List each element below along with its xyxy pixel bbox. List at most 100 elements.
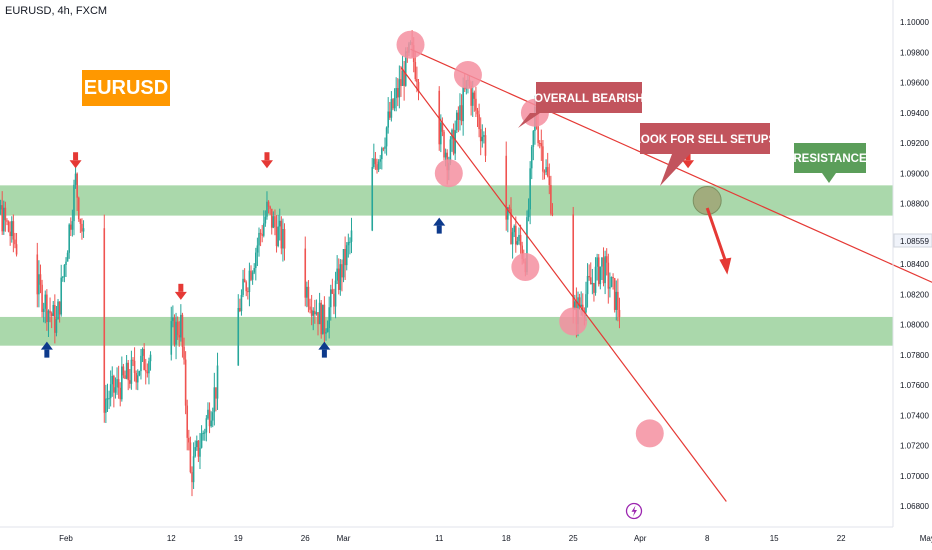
candle-body: [455, 112, 458, 131]
candle-body: [401, 70, 404, 86]
candle-body: [306, 286, 308, 298]
candle-body: [511, 232, 514, 245]
candle-body: [256, 245, 259, 253]
overall-bearish-annotation: OVERALL BEARISH: [518, 82, 644, 128]
candle-body: [589, 277, 592, 285]
candle-body: [266, 201, 268, 217]
candle-body: [460, 105, 463, 122]
candle-body: [596, 257, 598, 267]
y-tick-label: 1.08000: [900, 321, 929, 330]
candle-body: [320, 302, 322, 335]
descending-top-trendline: [410, 48, 932, 283]
y-tick-label: 1.06800: [900, 502, 929, 511]
candle-body: [507, 207, 509, 220]
candle-body: [251, 272, 254, 280]
candle-body: [124, 375, 126, 379]
candle-body: [210, 420, 212, 427]
time-axis[interactable]: Feb 12 19 26 Mar 11 18 25 Apr 8 15 22 May: [0, 526, 932, 543]
candle-body: [385, 127, 388, 147]
candle-body: [382, 148, 385, 150]
candle-body: [379, 159, 382, 162]
candle-body: [462, 87, 464, 122]
candle-body: [283, 229, 286, 249]
lightning-icon[interactable]: [625, 502, 643, 520]
candle-body: [475, 98, 477, 111]
candle-body: [172, 317, 174, 322]
candle-body: [60, 277, 63, 315]
candle-body: [572, 214, 575, 310]
candle-body: [62, 276, 64, 278]
candle-body: [200, 433, 203, 448]
candle-body: [508, 207, 511, 210]
x-tick-label: 15: [770, 534, 779, 543]
candle-body: [135, 372, 137, 383]
candle-body: [133, 360, 136, 373]
candle-body: [350, 230, 353, 242]
candle-body: [309, 306, 311, 310]
candle-body: [318, 302, 321, 325]
candle-body: [540, 143, 543, 147]
candle-body: [141, 348, 144, 356]
candle-body: [580, 304, 582, 307]
y-tick-label: 1.08800: [900, 200, 929, 209]
candle-body: [213, 387, 216, 413]
candle-body: [184, 359, 187, 406]
candle-body: [121, 366, 123, 400]
candle-body: [384, 146, 386, 149]
last-price-text: 1.08559: [900, 237, 929, 246]
look-for-sell-text: LOOK FOR SELL SETUPS: [634, 134, 777, 146]
candle-body: [315, 312, 318, 315]
y-tick-label: 1.08400: [900, 260, 929, 269]
candle-body: [457, 112, 460, 120]
candle-body: [245, 282, 248, 292]
chart-header: EURUSD, 4h, FXCM: [5, 5, 108, 17]
candle-body: [312, 310, 315, 316]
candle-body: [148, 361, 150, 374]
candle-body: [186, 405, 189, 438]
candle-body: [396, 88, 399, 98]
candle-body: [393, 98, 396, 109]
candle-body: [242, 278, 244, 295]
candle-body: [610, 276, 613, 287]
candle-body: [149, 354, 152, 362]
candle-body: [277, 226, 279, 247]
candle-body: [377, 161, 380, 170]
candle-body: [591, 282, 594, 285]
y-tick-label: 1.09600: [900, 79, 929, 88]
candle-body: [449, 139, 452, 163]
candle-body: [117, 379, 120, 388]
resistance-zone: [0, 185, 893, 216]
candle-body: [6, 220, 8, 222]
candle-body: [240, 294, 243, 312]
y-tick-label: 1.07200: [900, 442, 929, 451]
x-tick-label: 12: [167, 534, 176, 543]
y-tick-label: 1.07000: [900, 472, 929, 481]
candle-body: [521, 245, 523, 259]
candle-body: [194, 447, 196, 457]
candle-body: [215, 387, 217, 399]
candle-body: [178, 335, 181, 338]
candle-body: [441, 122, 444, 132]
price-axis[interactable]: 1.10000 1.09800 1.09600 1.09400 1.09200 1.090…: [892, 0, 929, 527]
candle-body: [127, 362, 130, 381]
candle-body: [478, 114, 480, 130]
candle-body: [103, 228, 106, 413]
candle-body: [280, 220, 283, 249]
candle-body: [586, 275, 589, 295]
candle-body: [9, 231, 11, 237]
candle-body: [105, 398, 107, 413]
candle-body: [325, 332, 327, 334]
y-tick-label: 1.09400: [900, 109, 929, 118]
candle-body: [400, 79, 402, 86]
x-tick-label: 19: [234, 534, 243, 543]
candle-body: [65, 261, 67, 266]
candle-body: [479, 129, 482, 142]
candle-body: [38, 274, 40, 295]
candle-body: [538, 143, 541, 145]
candle-body: [1, 205, 3, 232]
candle-body: [247, 291, 249, 293]
candle-body: [328, 307, 330, 328]
candle-body: [337, 268, 340, 290]
y-tick-label: 1.09000: [900, 169, 929, 178]
